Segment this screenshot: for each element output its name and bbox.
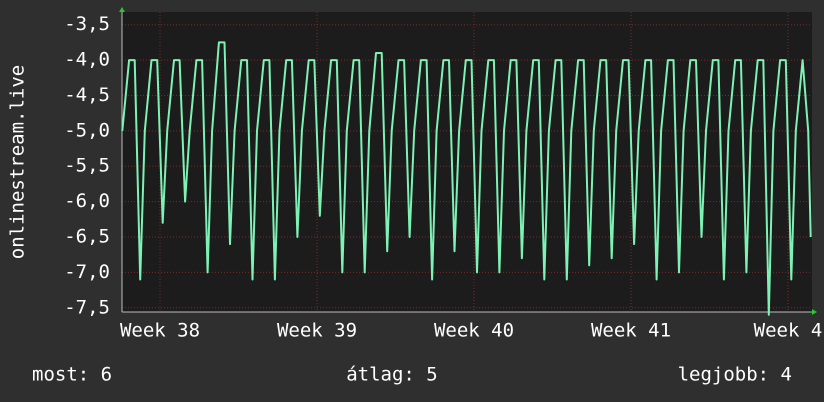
y-tick-label: -7,5 bbox=[64, 296, 110, 318]
y-tick-label: -4,0 bbox=[64, 49, 110, 71]
x-tick-label: Week 39 bbox=[277, 320, 357, 342]
y-tick-label: -3,5 bbox=[64, 13, 110, 35]
x-tick-label: Week 41 bbox=[591, 320, 671, 342]
y-tick-label: -4,5 bbox=[64, 84, 110, 106]
x-tick-label: Week 40 bbox=[434, 320, 514, 342]
stat-now: most: 6 bbox=[32, 364, 112, 386]
y-axis-arrow bbox=[119, 7, 125, 12]
y-tick-label: -6,5 bbox=[64, 226, 110, 248]
data-line bbox=[121, 41, 812, 316]
y-axis-label: onlinestream.live bbox=[7, 65, 29, 259]
y-tick-label: -5,0 bbox=[64, 119, 110, 141]
y-tick-label: -5,5 bbox=[64, 155, 110, 177]
x-tick-label: Week 4 bbox=[754, 320, 823, 342]
x-tick-label: Week 38 bbox=[120, 320, 200, 342]
y-tick-label: -7,0 bbox=[64, 261, 110, 283]
stat-max: legjobb: 4 bbox=[678, 364, 792, 386]
stat-average: átlag: 5 bbox=[346, 364, 438, 386]
y-tick-label: -6,0 bbox=[64, 190, 110, 212]
x-axis-arrow bbox=[812, 309, 817, 315]
